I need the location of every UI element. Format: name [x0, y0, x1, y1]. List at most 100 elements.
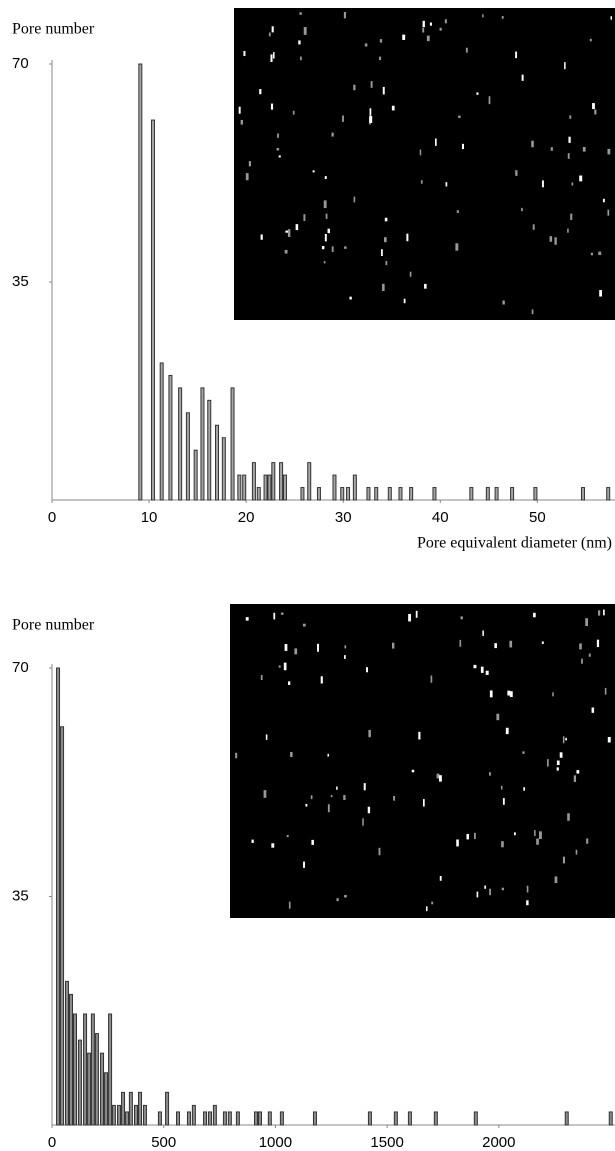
speck	[270, 54, 272, 62]
speck	[542, 642, 544, 644]
speck	[383, 87, 385, 95]
bar	[258, 1112, 261, 1125]
bar	[109, 1014, 112, 1125]
speck	[332, 246, 334, 252]
speck	[313, 170, 315, 172]
speck	[303, 624, 306, 627]
bar	[78, 1040, 81, 1125]
bar	[353, 475, 356, 500]
speck	[568, 137, 570, 143]
speck	[598, 610, 600, 615]
speck	[324, 261, 326, 263]
speck	[603, 610, 605, 616]
speck	[598, 252, 601, 255]
speck	[445, 19, 447, 23]
speck	[557, 761, 560, 766]
y-tick-label: 35	[12, 887, 29, 904]
speck	[563, 857, 565, 864]
speck	[482, 14, 484, 17]
speck	[379, 57, 381, 61]
speck	[567, 813, 570, 820]
speck	[501, 841, 504, 847]
speck	[460, 640, 462, 647]
speck	[431, 676, 433, 683]
speck	[460, 616, 462, 619]
bar	[534, 488, 537, 500]
speck	[526, 900, 528, 905]
speck	[515, 52, 517, 59]
speck	[533, 224, 535, 230]
y-axis-label: Pore number	[12, 21, 95, 38]
speck	[423, 799, 425, 806]
speck	[503, 798, 505, 805]
speck	[440, 876, 442, 881]
bar	[169, 375, 172, 500]
speck	[531, 141, 534, 148]
bar	[607, 488, 610, 500]
bar	[581, 488, 584, 500]
speck	[344, 895, 347, 898]
x-tick-label: 1500	[370, 1134, 403, 1151]
speck	[288, 229, 290, 237]
speck	[522, 75, 524, 81]
speck	[422, 28, 424, 33]
y-tick-label: 70	[12, 55, 29, 72]
speck	[418, 732, 420, 740]
speck	[568, 153, 570, 159]
speck	[322, 246, 325, 249]
speck	[384, 237, 387, 242]
bar	[474, 1112, 477, 1125]
speck	[476, 92, 478, 94]
speck	[344, 655, 346, 659]
speck	[404, 299, 406, 304]
speck	[536, 839, 539, 845]
speck	[408, 614, 411, 621]
speck	[446, 182, 448, 186]
speck	[279, 665, 281, 667]
speck	[522, 751, 524, 753]
speck	[489, 889, 491, 896]
x-tick-label: 10	[141, 509, 158, 526]
speck	[437, 774, 440, 779]
bar	[341, 488, 344, 500]
bar	[95, 1034, 98, 1125]
x-tick-label: 0	[48, 509, 56, 526]
bar	[408, 1112, 411, 1125]
speck	[579, 176, 582, 182]
bar	[122, 1092, 125, 1125]
speck	[344, 246, 346, 248]
speck	[246, 173, 249, 180]
speck	[331, 133, 333, 137]
speck	[494, 643, 497, 648]
bar	[283, 475, 286, 500]
bar	[65, 981, 68, 1125]
speck	[402, 35, 405, 40]
speck	[458, 116, 460, 119]
bar	[264, 475, 267, 500]
bar	[216, 425, 219, 500]
speck	[354, 197, 356, 203]
bar	[179, 388, 182, 500]
x-tick-label: 0	[48, 1134, 56, 1151]
speck	[321, 676, 323, 683]
bar	[609, 1112, 612, 1125]
speck	[385, 218, 388, 222]
speck	[481, 667, 484, 673]
speck	[305, 804, 307, 807]
speck	[272, 26, 274, 32]
speck	[547, 759, 549, 766]
x-tick-label: 30	[335, 509, 352, 526]
speck	[576, 850, 578, 855]
y-tick-label: 70	[12, 659, 29, 676]
speck	[509, 641, 512, 648]
bar	[139, 64, 142, 500]
speck	[585, 618, 588, 626]
speck	[370, 108, 372, 116]
bar	[194, 450, 197, 500]
speck	[502, 16, 504, 19]
speck	[269, 33, 271, 37]
speck	[299, 12, 301, 15]
x-tick-label: 2000	[482, 1134, 515, 1151]
speck	[583, 147, 586, 152]
speck	[542, 180, 544, 187]
